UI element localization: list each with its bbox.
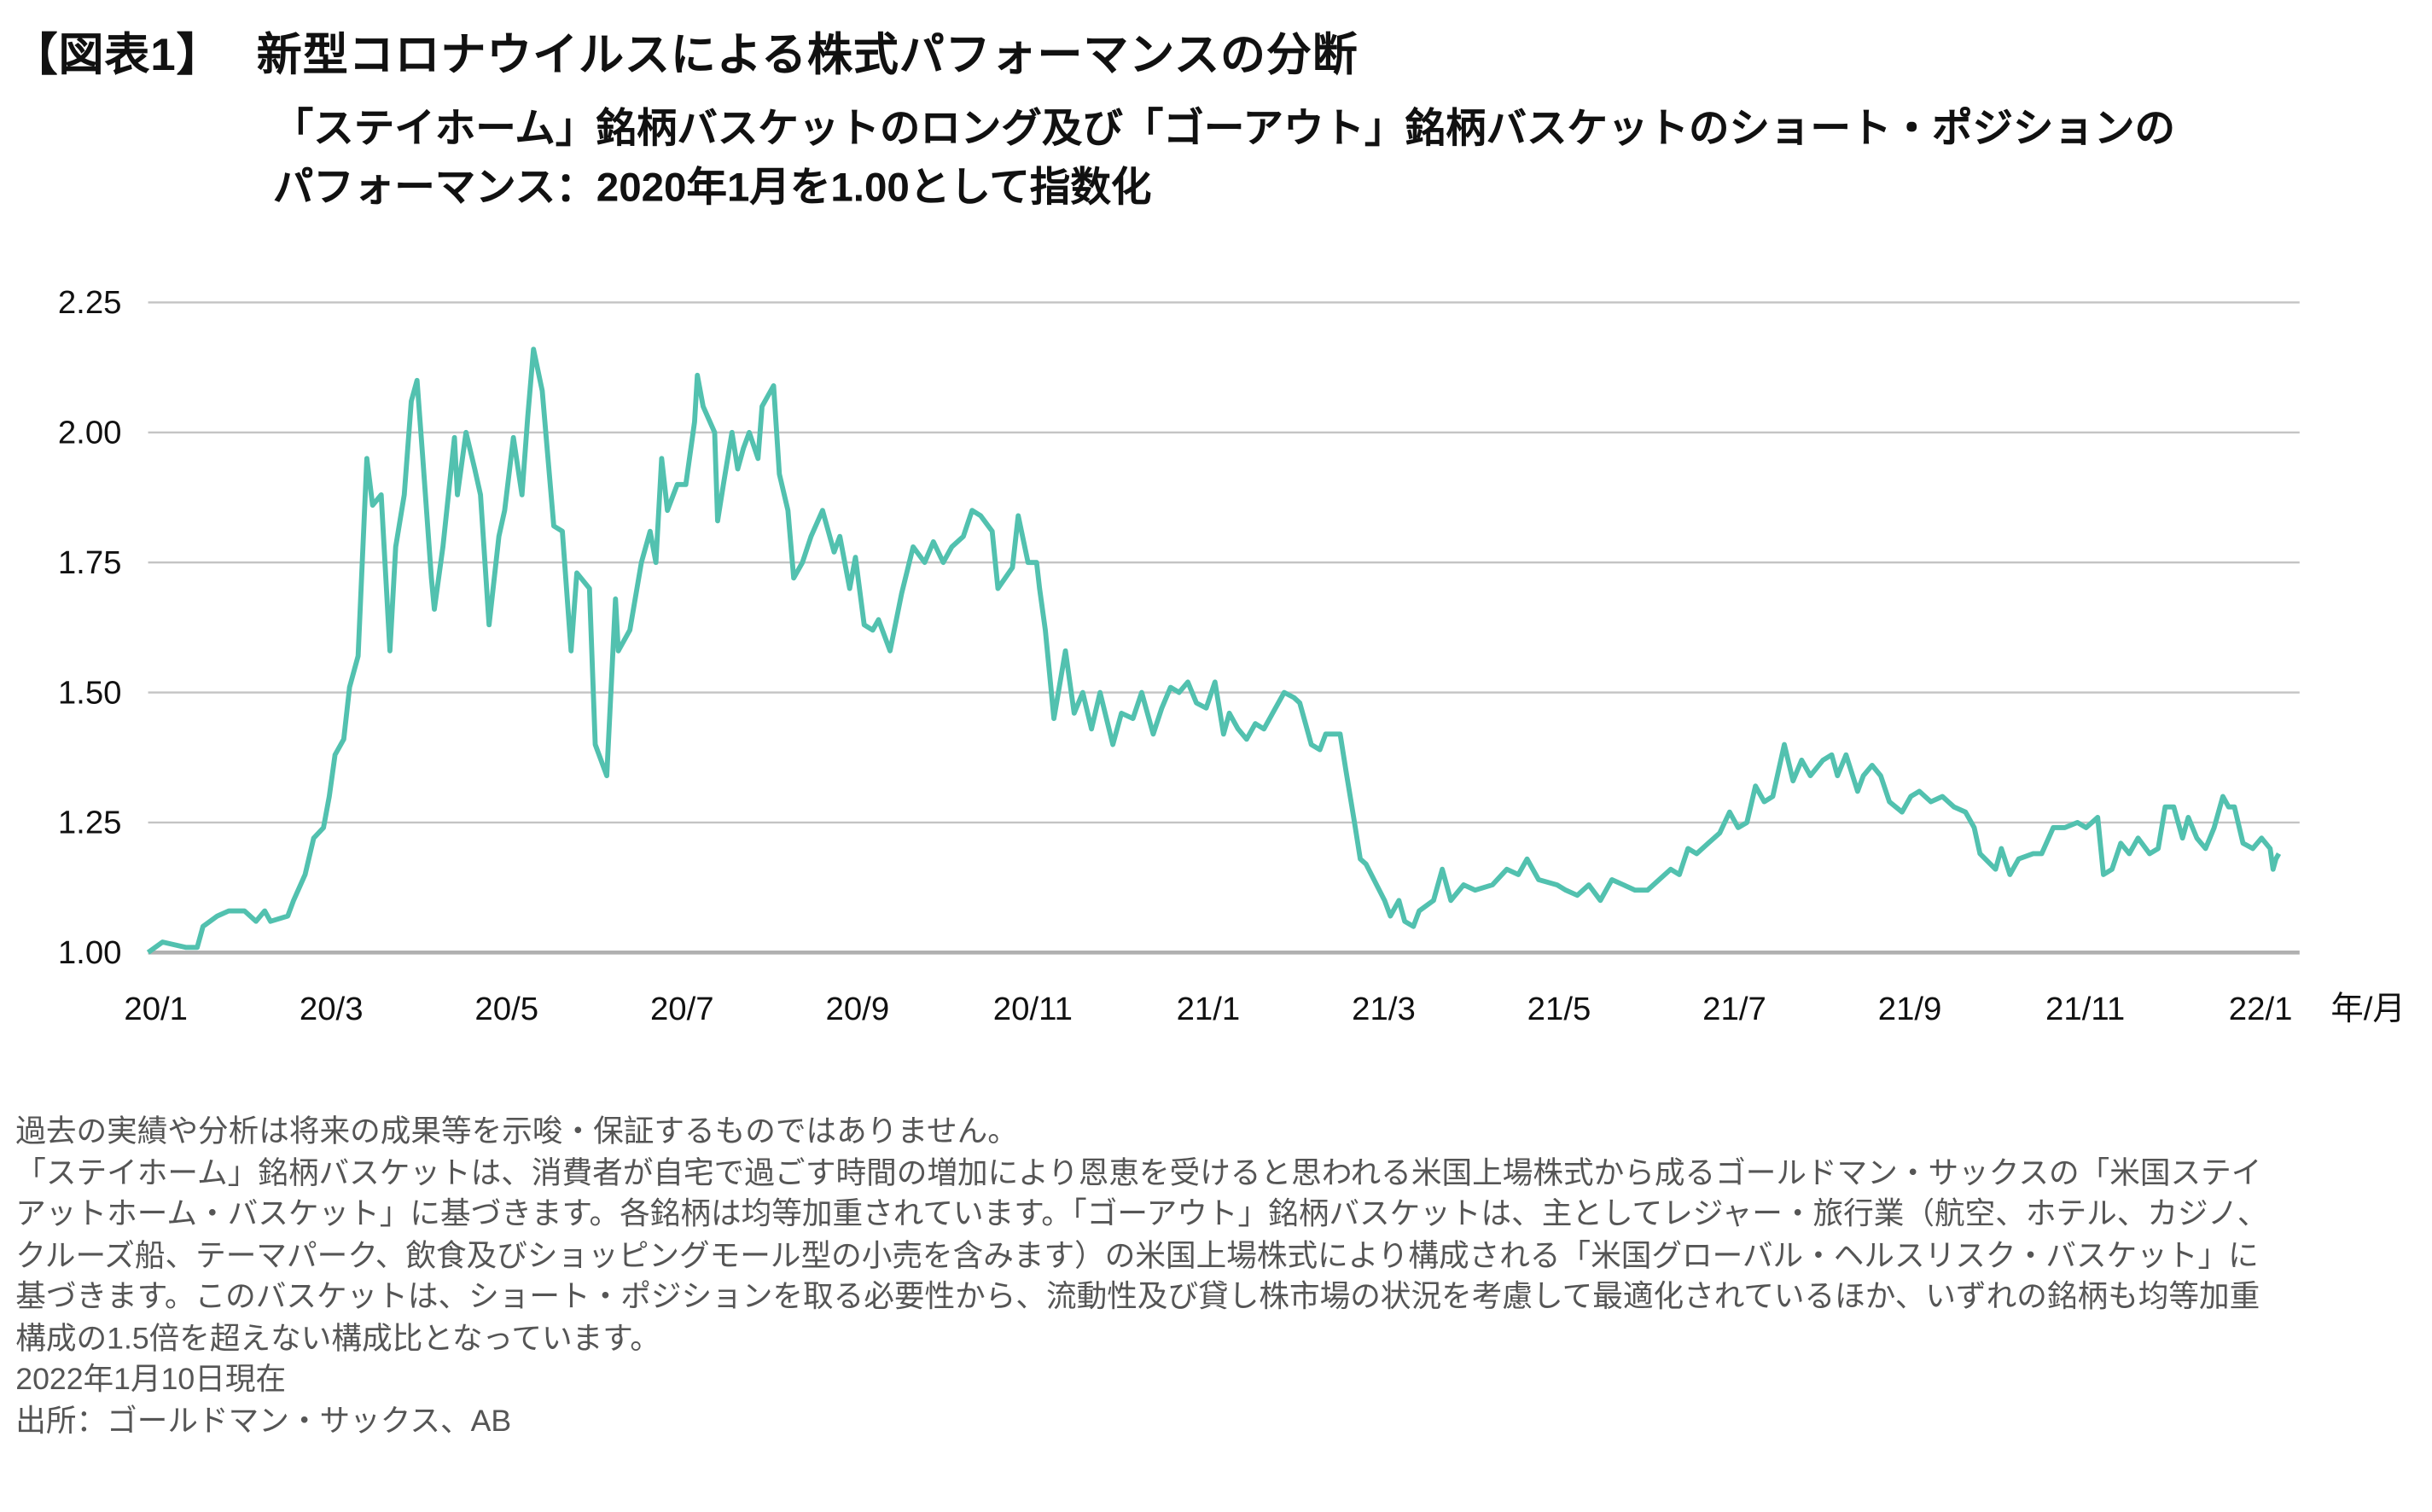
y-tick-label: 1.25 (58, 805, 122, 841)
x-tick-label: 21/3 (1352, 991, 1416, 1027)
footnote-line: 基づきます。このバスケットは、ショート・ポジションを取る必要性から、流動性及び貸… (15, 1279, 2260, 1315)
x-tick-label: 20/1 (124, 991, 188, 1027)
subtitle-line-2: パフォーマンス：2020年1月を1.00として指数化 (272, 163, 1152, 211)
figure-number: 【図表1】 (12, 31, 223, 82)
line-chart: 1.001.251.501.752.002.25 20/1 20/3 20/5 20/… (58, 284, 2406, 1027)
footnote-line: クルーズ船、テーマパーク、飲食及びショッピングモール型の小売を含みます）の米国上… (15, 1238, 2259, 1273)
series-line (146, 346, 2282, 955)
y-tick-label: 1.50 (58, 674, 122, 711)
footnotes: 過去の実績や分析は将来の成果等を示唆・保証するものではありません。「ステイホーム… (15, 1112, 2267, 1442)
x-tick-label: 21/7 (1702, 991, 1766, 1027)
footnote-line: 構成の1.5倍を超えない構成比となっています。 (15, 1321, 660, 1356)
gridlines (148, 301, 2300, 955)
subtitle-line-1: 「ステイホーム」銘柄バスケットのロング及び「ゴーアウト」銘柄バスケットのショート… (272, 104, 2176, 152)
y-tick-label: 1.00 (58, 934, 122, 971)
title-text: 新型コロナウイルスによる株式パフォーマンスの分断 (256, 31, 1359, 82)
x-tick-label: 22/1 (2229, 991, 2293, 1027)
y-tick-label: 2.00 (58, 415, 122, 451)
figure-title: 【図表1】 新型コロナウイルスによる株式パフォーマンスの分断 (13, 19, 1359, 84)
y-axis-ticks: 1.00 1.25 1.50 1.75 2.00 2.25 (58, 284, 122, 971)
x-tick-label: 20/3 (300, 991, 364, 1027)
x-tick-label: 20/7 (650, 991, 714, 1027)
x-axis-label: 年/月 (2330, 991, 2405, 1027)
footnote-line: 「ステイホーム」銘柄バスケットは、消費者が自宅で過ごす時間の増加により恩恵を受け… (15, 1155, 2262, 1190)
footnote-line: 2022年1月10日現在 (15, 1362, 287, 1397)
x-tick-label: 21/5 (1527, 991, 1591, 1027)
footnote-line: 過去の実績や分析は将来の成果等を示唆・保証するものではありません。 (15, 1114, 1018, 1149)
x-axis-ticks: 20/1 20/3 20/5 20/7 20/9 20/11 21/1 21/3 21/5 21/… (124, 991, 2292, 1027)
footnote-line: アットホーム・バスケット」に基づきます。各銘柄は均等加重されています。「ゴーアウ… (15, 1197, 2268, 1232)
x-tick-label: 20/9 (826, 991, 890, 1027)
y-tick-label: 2.25 (58, 284, 122, 321)
x-tick-label: 21/11 (2045, 991, 2125, 1027)
x-tick-label: 20/5 (474, 991, 538, 1027)
x-tick-label: 21/1 (1177, 991, 1241, 1027)
x-tick-label: 21/9 (1878, 991, 1942, 1027)
y-tick-label: 1.75 (58, 544, 122, 581)
x-tick-label: 20/11 (993, 991, 1073, 1027)
footnote-line: 出所：ゴールドマン・サックス、AB (15, 1404, 512, 1439)
